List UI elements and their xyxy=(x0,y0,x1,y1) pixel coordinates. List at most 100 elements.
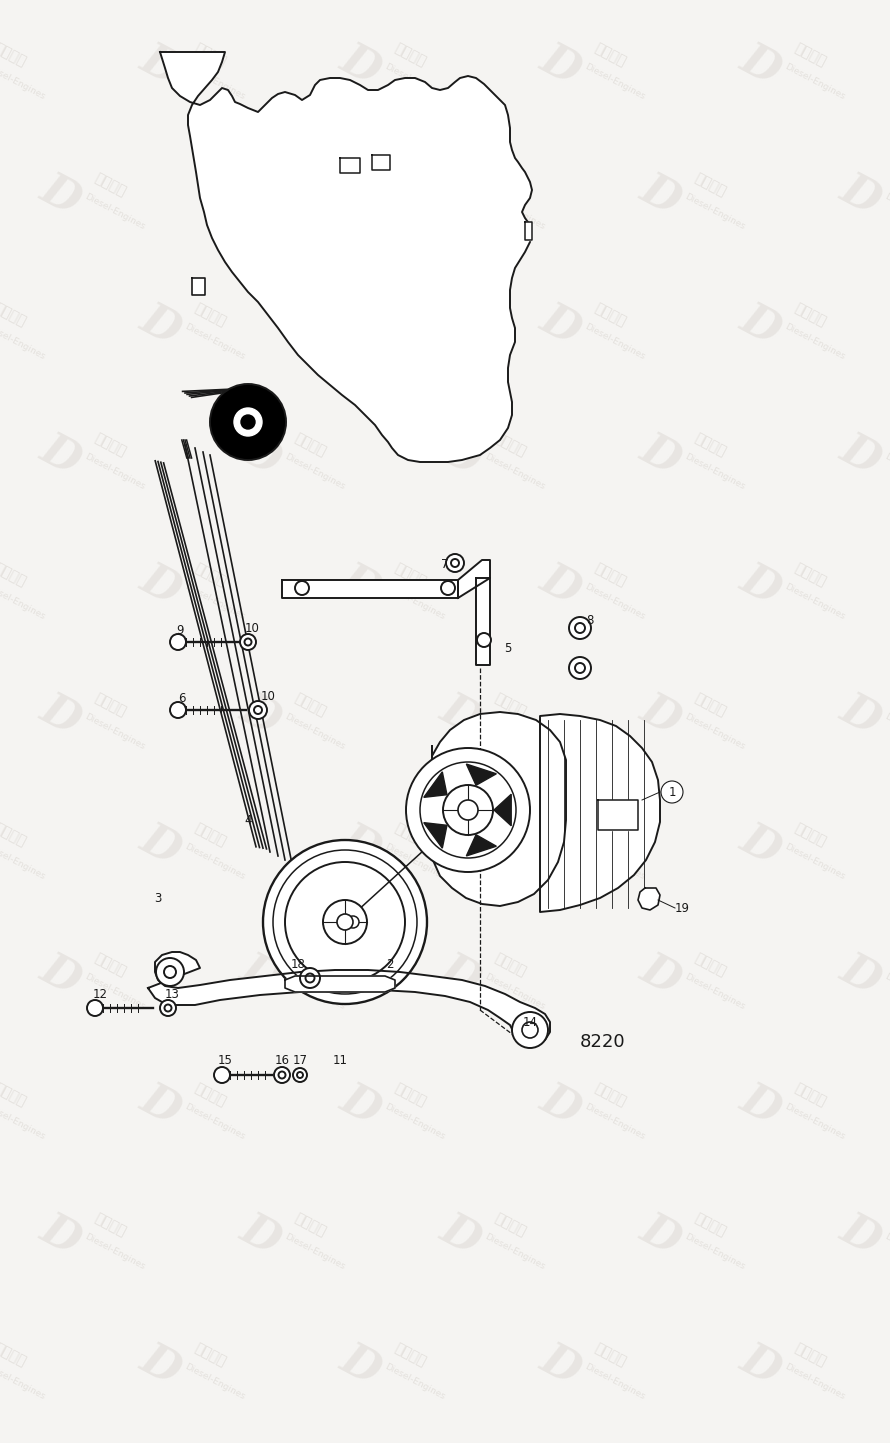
Polygon shape xyxy=(424,772,447,798)
Circle shape xyxy=(234,408,262,436)
Text: 紫发动力: 紫发动力 xyxy=(92,431,128,459)
Text: D: D xyxy=(33,687,87,743)
Text: 3: 3 xyxy=(154,892,162,905)
Text: D: D xyxy=(732,297,787,354)
Text: Diesel-Engines: Diesel-Engines xyxy=(783,583,846,622)
Text: 紫发动力: 紫发动力 xyxy=(92,170,128,199)
Text: 10: 10 xyxy=(245,622,260,635)
Text: Diesel-Engines: Diesel-Engines xyxy=(183,62,247,101)
Text: D: D xyxy=(333,817,387,873)
Circle shape xyxy=(210,384,286,460)
Circle shape xyxy=(295,582,309,595)
Text: D: D xyxy=(333,557,387,613)
Polygon shape xyxy=(598,799,638,830)
Text: 紫发动力: 紫发动力 xyxy=(292,951,328,978)
Text: 紫发动力: 紫发动力 xyxy=(0,302,28,329)
Text: D: D xyxy=(833,687,887,743)
Circle shape xyxy=(347,916,359,928)
Text: D: D xyxy=(533,38,587,92)
Text: 紫发动力: 紫发动力 xyxy=(592,40,628,69)
Text: D: D xyxy=(433,947,487,1003)
Polygon shape xyxy=(192,278,205,294)
Text: Diesel-Engines: Diesel-Engines xyxy=(84,452,147,492)
Text: D: D xyxy=(233,167,287,224)
Text: D: D xyxy=(233,1206,287,1263)
Circle shape xyxy=(241,416,255,429)
Text: 紫发动力: 紫发动力 xyxy=(792,821,828,848)
Polygon shape xyxy=(424,823,447,848)
Text: Diesel-Engines: Diesel-Engines xyxy=(583,583,647,622)
Text: Diesel-Engines: Diesel-Engines xyxy=(0,322,46,362)
Text: D: D xyxy=(533,1076,587,1133)
Text: Diesel-Engines: Diesel-Engines xyxy=(84,973,147,1012)
Text: 紫发动力: 紫发动力 xyxy=(0,821,28,848)
Text: 紫发动力: 紫发动力 xyxy=(92,691,128,719)
Text: 9: 9 xyxy=(176,623,183,636)
Circle shape xyxy=(156,958,184,986)
Text: Diesel-Engines: Diesel-Engines xyxy=(283,1232,347,1271)
Text: D: D xyxy=(233,427,287,483)
Text: 紫发动力: 紫发动力 xyxy=(792,40,828,69)
Circle shape xyxy=(263,840,427,1004)
Polygon shape xyxy=(494,794,511,825)
Text: Diesel-Engines: Diesel-Engines xyxy=(384,1102,447,1141)
Text: Diesel-Engines: Diesel-Engines xyxy=(883,452,890,492)
Text: 紫发动力: 紫发动力 xyxy=(792,1081,828,1110)
Text: D: D xyxy=(233,687,287,743)
Polygon shape xyxy=(458,560,490,597)
Text: 17: 17 xyxy=(293,1053,308,1066)
Text: Diesel-Engines: Diesel-Engines xyxy=(183,322,247,362)
Text: 10: 10 xyxy=(261,690,275,703)
Text: Diesel-Engines: Diesel-Engines xyxy=(183,1362,247,1401)
Text: 1: 1 xyxy=(668,785,676,798)
Circle shape xyxy=(446,554,464,571)
Text: D: D xyxy=(133,297,187,354)
Circle shape xyxy=(477,633,491,646)
Text: 紫发动力: 紫发动力 xyxy=(592,821,628,848)
Text: Diesel-Engines: Diesel-Engines xyxy=(583,62,647,101)
Text: 紫发动力: 紫发动力 xyxy=(392,1341,428,1369)
Circle shape xyxy=(661,781,683,802)
Circle shape xyxy=(337,913,353,929)
Polygon shape xyxy=(638,887,660,911)
Text: D: D xyxy=(833,1206,887,1263)
Text: 紫发动力: 紫发动力 xyxy=(492,170,528,199)
Text: 紫发动力: 紫发动力 xyxy=(492,431,528,459)
Circle shape xyxy=(285,861,405,983)
Polygon shape xyxy=(466,834,497,856)
Polygon shape xyxy=(340,157,360,173)
Circle shape xyxy=(293,1068,307,1082)
Text: Diesel-Engines: Diesel-Engines xyxy=(384,1362,447,1401)
Text: 紫发动力: 紫发动力 xyxy=(792,302,828,329)
Text: D: D xyxy=(33,947,87,1003)
Polygon shape xyxy=(372,154,390,170)
Text: Diesel-Engines: Diesel-Engines xyxy=(0,62,46,101)
Text: Diesel-Engines: Diesel-Engines xyxy=(183,843,247,882)
Text: Diesel-Engines: Diesel-Engines xyxy=(0,843,46,882)
Text: Diesel-Engines: Diesel-Engines xyxy=(283,973,347,1012)
Circle shape xyxy=(323,900,367,944)
Text: D: D xyxy=(633,947,687,1003)
Text: Diesel-Engines: Diesel-Engines xyxy=(84,192,147,232)
Text: 16: 16 xyxy=(274,1053,289,1066)
Text: 12: 12 xyxy=(93,988,108,1001)
Text: 紫发动力: 紫发动力 xyxy=(592,561,628,589)
Text: Diesel-Engines: Diesel-Engines xyxy=(583,322,647,362)
Text: 紫发动力: 紫发动力 xyxy=(492,691,528,719)
Text: 紫发动力: 紫发动力 xyxy=(492,1211,528,1240)
Text: 15: 15 xyxy=(217,1053,232,1066)
Circle shape xyxy=(443,785,493,835)
Polygon shape xyxy=(466,763,497,785)
Text: D: D xyxy=(33,167,87,224)
Text: D: D xyxy=(333,297,387,354)
Text: 紫发动力: 紫发动力 xyxy=(92,1211,128,1240)
Text: Diesel-Engines: Diesel-Engines xyxy=(183,583,247,622)
Text: 紫发动力: 紫发动力 xyxy=(192,821,228,848)
Text: 紫发动力: 紫发动力 xyxy=(692,1211,728,1240)
Text: D: D xyxy=(633,1206,687,1263)
Text: Diesel-Engines: Diesel-Engines xyxy=(283,452,347,492)
Circle shape xyxy=(300,968,320,988)
Text: 4: 4 xyxy=(244,814,252,827)
Text: D: D xyxy=(533,557,587,613)
Text: 紫发动力: 紫发动力 xyxy=(0,561,28,589)
